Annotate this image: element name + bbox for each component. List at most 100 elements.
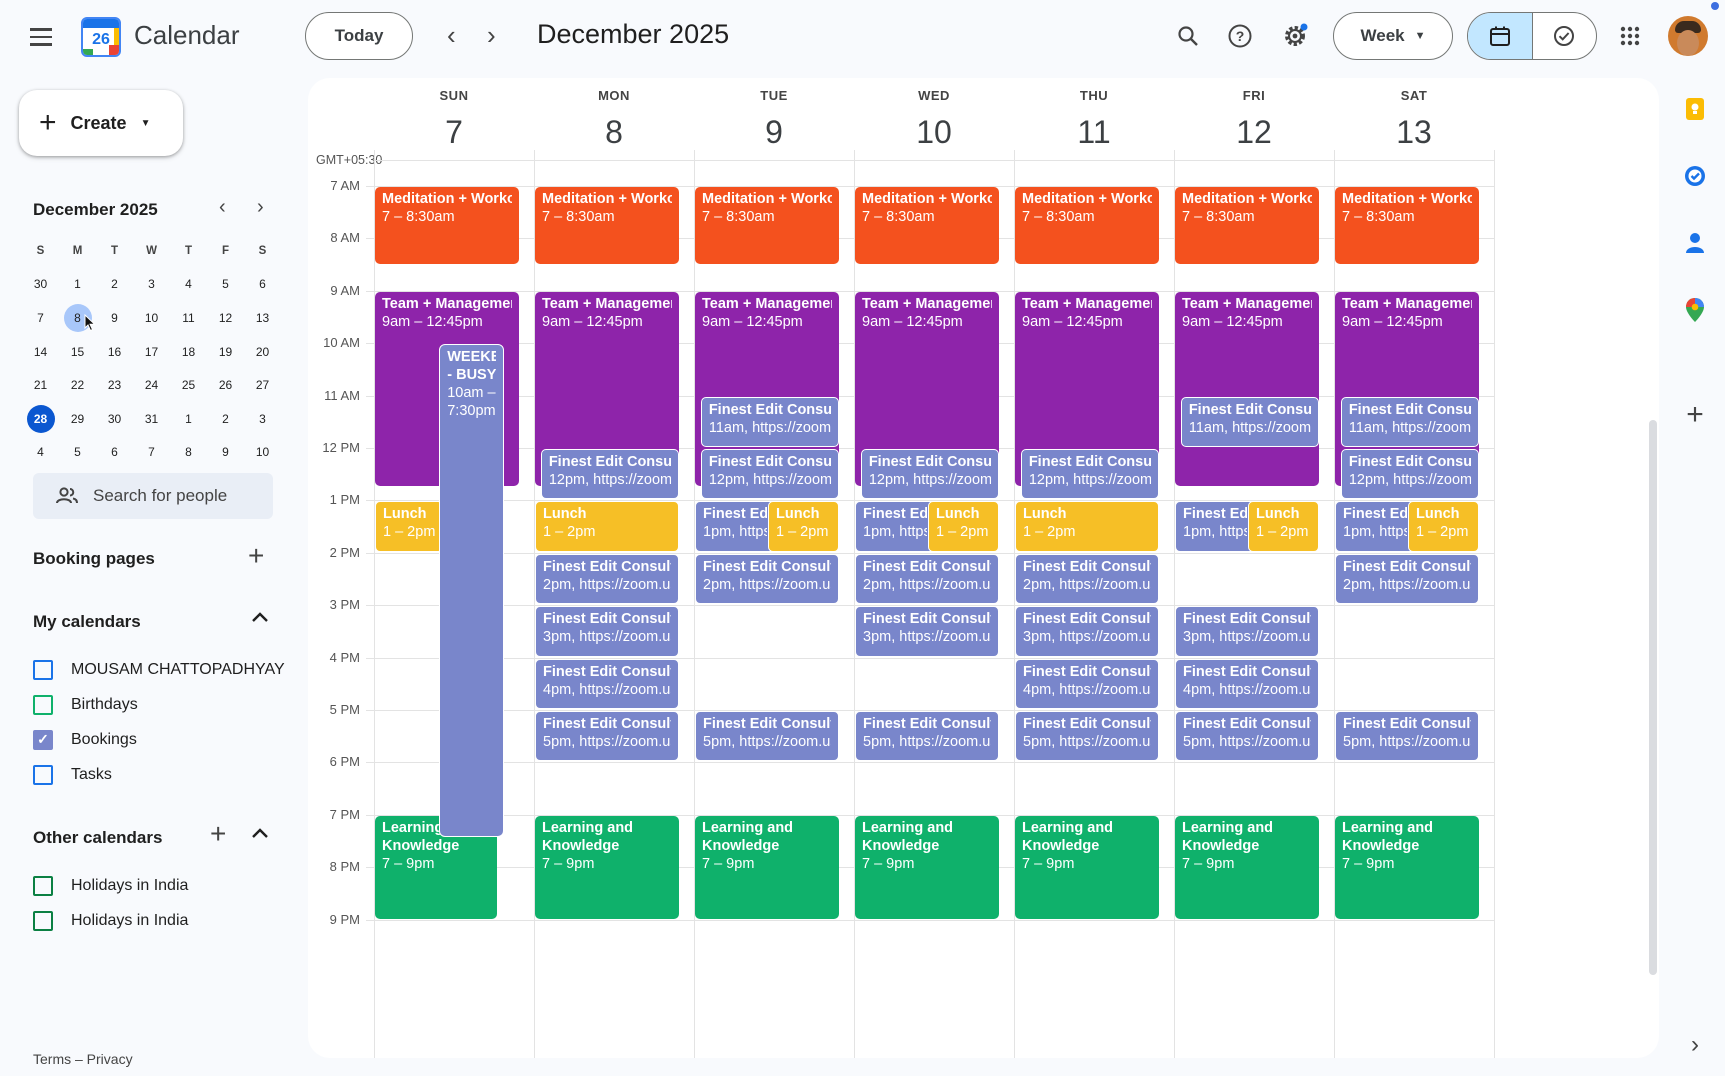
mini-day[interactable]: 6 — [244, 269, 281, 299]
mini-day[interactable]: 12 — [207, 303, 244, 333]
day-number[interactable]: 9 — [765, 114, 783, 150]
calendar-event[interactable]: Learning and Knowledge 7 – 9pm — [535, 815, 679, 919]
calendar-event[interactable]: Finest Edit Consultation 12pm, https://zo… — [1020, 449, 1159, 500]
maps-icon[interactable] — [1680, 295, 1710, 325]
search-icon[interactable] — [1170, 18, 1206, 54]
calendar-event[interactable]: Lunch 1 – 2pm — [768, 501, 839, 552]
mini-day[interactable]: 31 — [133, 404, 170, 434]
calendar-event[interactable]: Meditation + Workout 7 – 8:30am — [1175, 187, 1319, 264]
account-avatar[interactable] — [1668, 16, 1708, 56]
calendar-event[interactable]: Meditation + Workout 7 – 8:30am — [375, 187, 519, 264]
mini-day[interactable]: 22 — [59, 370, 96, 400]
checkbox-icon[interactable] — [33, 875, 53, 896]
mini-day[interactable]: 30 — [22, 269, 59, 299]
mini-day[interactable]: 29 — [59, 404, 96, 434]
mini-day[interactable]: 7 — [22, 303, 59, 333]
calendar-item[interactable]: Birthdays — [33, 687, 285, 722]
mini-day[interactable]: 23 — [96, 370, 133, 400]
calendar-event[interactable]: Meditation + Workout 7 – 8:30am — [855, 187, 999, 264]
calendar-event[interactable]: Finest Edit Consultation 5pm, https://zoo… — [695, 711, 839, 762]
add-addon-icon[interactable]: + — [1686, 398, 1704, 431]
mini-day[interactable]: 1 — [170, 404, 207, 434]
collapse-other-calendars-icon[interactable] — [251, 826, 269, 845]
checkbox-icon[interactable] — [33, 659, 53, 680]
mini-day[interactable]: 26 — [207, 370, 244, 400]
calendar-event[interactable]: Learning and Knowledge 7 – 9pm — [1175, 815, 1319, 919]
day-number[interactable]: 8 — [605, 114, 623, 150]
main-menu-icon[interactable] — [26, 22, 56, 52]
mini-day[interactable]: 3 — [133, 269, 170, 299]
calendar-event[interactable]: Lunch 1 – 2pm — [375, 501, 444, 552]
add-other-calendar-icon[interactable]: + — [210, 818, 227, 849]
calendar-tasks-toggle[interactable] — [1467, 12, 1597, 60]
mini-day[interactable]: 14 — [22, 337, 59, 367]
calendar-event[interactable]: Finest Edit Consultation1pm, https://zoo… — [855, 501, 935, 552]
mini-day[interactable]: 4 — [170, 269, 207, 299]
calendar-event[interactable]: Finest Edit Consultation4pm, https://zoo… — [1175, 658, 1319, 709]
calendar-event[interactable]: Lunch 1 – 2pm — [535, 501, 679, 552]
calendar-event[interactable]: Finest Edit Consultation3pm, https://zoo… — [1015, 606, 1159, 657]
calendar-event[interactable]: Finest Edit Consultation 12pm, https://zo… — [700, 449, 839, 500]
prev-week-icon[interactable]: ‹ — [447, 20, 456, 50]
calendar-event[interactable]: Finest Edit Consultation 5pm, https://zoo… — [1335, 711, 1479, 762]
mini-day[interactable]: 17 — [133, 337, 170, 367]
grid-scrollbar[interactable] — [1649, 420, 1657, 975]
calendar-event[interactable]: Meditation + Workout 7 – 8:30am — [695, 187, 839, 264]
calendar-event[interactable]: Lunch 1 – 2pm — [928, 501, 999, 552]
calendar-event[interactable]: Finest Edit Consultation 12pm, https://zo… — [540, 449, 679, 500]
my-calendars-heading[interactable]: My calendars — [33, 612, 141, 631]
mini-day[interactable]: 15 — [59, 337, 96, 367]
calendar-event[interactable]: Learning and Knowledge 7 – 9pm — [695, 815, 839, 919]
calendar-event[interactable]: Finest Edit Consultation3pm, https://zoo… — [1175, 606, 1319, 657]
day-number[interactable]: 12 — [1236, 114, 1272, 150]
calendar-event[interactable]: Team + Management 9am – 12:45pm — [1175, 291, 1319, 487]
calendar-event[interactable]: Finest Edit Consultation1pm, https://zoo… — [695, 501, 775, 552]
mini-day[interactable]: 1 — [59, 269, 96, 299]
calendar-event[interactable]: Lunch 1 – 2pm — [1408, 501, 1479, 552]
mini-day[interactable]: 2 — [96, 269, 133, 299]
calendar-event[interactable]: Finest Edit Consultation 5pm, https://zoo… — [1015, 711, 1159, 762]
calendar-item[interactable]: Holidays in India — [33, 868, 188, 903]
calendar-event[interactable]: Finest Edit Consultation 12pm, https://zo… — [1340, 449, 1479, 500]
view-selector-button[interactable]: Week ▼ — [1333, 12, 1453, 60]
mini-day[interactable]: 28 — [22, 404, 59, 434]
day-number[interactable]: 7 — [445, 114, 463, 150]
calendar-event[interactable]: Finest Edit Consultation3pm, https://zoo… — [535, 606, 679, 657]
tasks-view-icon[interactable] — [1533, 13, 1597, 59]
mini-day[interactable]: 2 — [207, 404, 244, 434]
calendar-event[interactable]: Finest Edit Consultation2pm, https://zoo… — [1335, 553, 1479, 605]
day-number[interactable]: 10 — [916, 114, 952, 150]
mini-day[interactable]: 21 — [22, 370, 59, 400]
settings-gear-icon[interactable] — [1277, 18, 1313, 54]
mini-day[interactable]: 24 — [133, 370, 170, 400]
calendar-event[interactable]: Finest Edit Consultation2pm, https://zoo… — [855, 553, 999, 605]
calendar-event[interactable]: Meditation + Workout 7 – 8:30am — [1335, 187, 1479, 264]
mini-day[interactable]: 30 — [96, 404, 133, 434]
apps-grid-icon[interactable] — [1612, 18, 1648, 54]
calendar-event[interactable]: Learning and Knowledge 7 – 9pm — [855, 815, 999, 919]
next-week-icon[interactable]: › — [487, 20, 496, 50]
mini-day[interactable]: 10 — [244, 437, 281, 467]
mini-day[interactable]: 9 — [96, 303, 133, 333]
other-calendars-heading[interactable]: Other calendars — [33, 828, 163, 847]
calendar-event[interactable]: Finest Edit Consultation4pm, https://zoo… — [1015, 658, 1159, 709]
calendar-event[interactable]: Finest Edit Consultation11am, https://zo… — [1180, 396, 1319, 447]
mini-day[interactable]: 11 — [170, 303, 207, 333]
today-button[interactable]: Today — [305, 12, 413, 60]
mini-prev-month-icon[interactable]: ‹ — [219, 196, 226, 218]
mini-day[interactable]: 8 — [170, 437, 207, 467]
calendar-item[interactable]: ✓ Bookings — [33, 722, 285, 757]
mini-day[interactable]: 10 — [133, 303, 170, 333]
checkbox-icon[interactable] — [33, 764, 53, 785]
calendar-event[interactable]: Finest Edit Consultation11am, https://zo… — [700, 396, 839, 447]
contacts-icon[interactable] — [1680, 228, 1710, 258]
add-booking-page-icon[interactable]: + — [248, 540, 265, 571]
keep-icon[interactable] — [1680, 94, 1710, 124]
terms-privacy-link[interactable]: Terms – Privacy — [33, 1051, 133, 1067]
calendar-event[interactable]: Meditation + Workout 7 – 8:30am — [1015, 187, 1159, 264]
day-number[interactable]: 13 — [1396, 114, 1432, 150]
calendar-event[interactable]: Finest Edit Consultation 12pm, https://zo… — [860, 449, 999, 500]
expand-side-panel-icon[interactable]: › — [1691, 1031, 1699, 1058]
calendar-item[interactable]: MOUSAM CHATTOPADHYAY — [33, 652, 285, 687]
